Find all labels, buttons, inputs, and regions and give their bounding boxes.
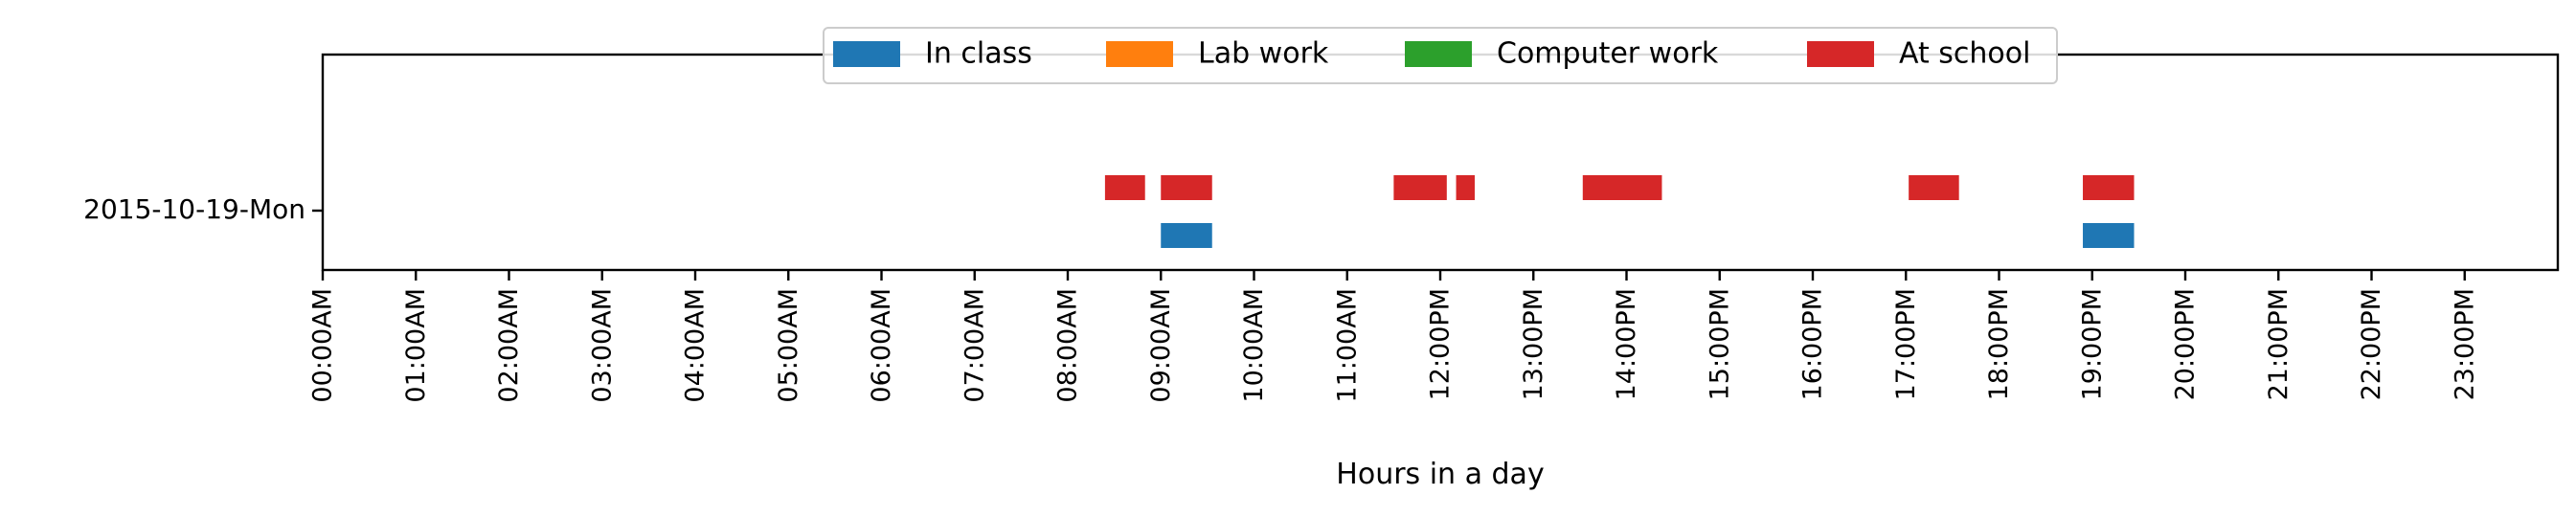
- x-tick-label: 04:00AM: [681, 288, 711, 403]
- y-category-label: 2015-10-19-Mon: [83, 193, 305, 225]
- x-tick-label: 01:00AM: [401, 288, 431, 403]
- x-axis-title: Hours in a day: [1336, 458, 1544, 491]
- x-tick-label: 19:00PM: [2077, 288, 2107, 400]
- x-tick-label: 06:00AM: [867, 288, 896, 403]
- bar-at-school: [1909, 175, 1959, 200]
- legend-swatch: [1405, 41, 1472, 67]
- bar-at-school: [2083, 175, 2135, 200]
- bar-in-class: [1161, 223, 1212, 248]
- x-tick-label: 22:00PM: [2357, 288, 2386, 400]
- legend: In class Lab work Computer work At school: [823, 27, 2058, 84]
- bar-at-school: [1456, 175, 1475, 200]
- legend-label: Lab work: [1198, 37, 1329, 71]
- x-tick-label: 11:00AM: [1332, 288, 1362, 403]
- bar-at-school: [1104, 175, 1145, 200]
- x-tick-label: 21:00PM: [2264, 288, 2294, 400]
- bar-at-school: [1161, 175, 1212, 200]
- y-axis-ticks: 2015-10-19-Mon: [83, 193, 323, 225]
- legend-label: In class: [925, 37, 1032, 71]
- x-axis-ticks: 00:00AM 01:00AM 02:00AM 03:00AM 04:00AM 05:00…: [308, 270, 2479, 403]
- legend-swatch: [833, 41, 900, 67]
- x-tick-label: 20:00PM: [2171, 288, 2201, 400]
- legend-label: Computer work: [1497, 37, 1719, 71]
- x-tick-label: 23:00PM: [2450, 288, 2479, 400]
- x-tick-label: 03:00AM: [587, 288, 617, 403]
- x-tick-label: 10:00AM: [1239, 288, 1269, 403]
- x-tick-label: 12:00PM: [1426, 288, 1456, 400]
- x-tick-label: 00:00AM: [308, 288, 338, 403]
- legend-swatch: [1807, 41, 1874, 67]
- x-tick-label: 18:00PM: [1984, 288, 2014, 400]
- x-tick-label: 13:00PM: [1519, 288, 1548, 400]
- legend-label: At school: [1899, 37, 2030, 71]
- x-tick-label: 05:00AM: [774, 288, 803, 403]
- bar-at-school: [1582, 175, 1662, 200]
- x-tick-label: 17:00PM: [1891, 288, 1921, 400]
- x-tick-label: 08:00AM: [1053, 288, 1083, 403]
- bar-in-class: [2083, 223, 2135, 248]
- x-tick-label: 09:00AM: [1146, 288, 1176, 403]
- bar-at-school: [1393, 175, 1447, 200]
- bar-layer: [1104, 175, 2135, 248]
- x-tick-label: 14:00PM: [1612, 288, 1641, 400]
- x-tick-label: 16:00PM: [1798, 288, 1828, 400]
- x-tick-label: 15:00PM: [1705, 288, 1734, 400]
- legend-swatch: [1106, 41, 1173, 67]
- x-tick-label: 07:00AM: [960, 288, 989, 403]
- x-tick-label: 02:00AM: [494, 288, 524, 403]
